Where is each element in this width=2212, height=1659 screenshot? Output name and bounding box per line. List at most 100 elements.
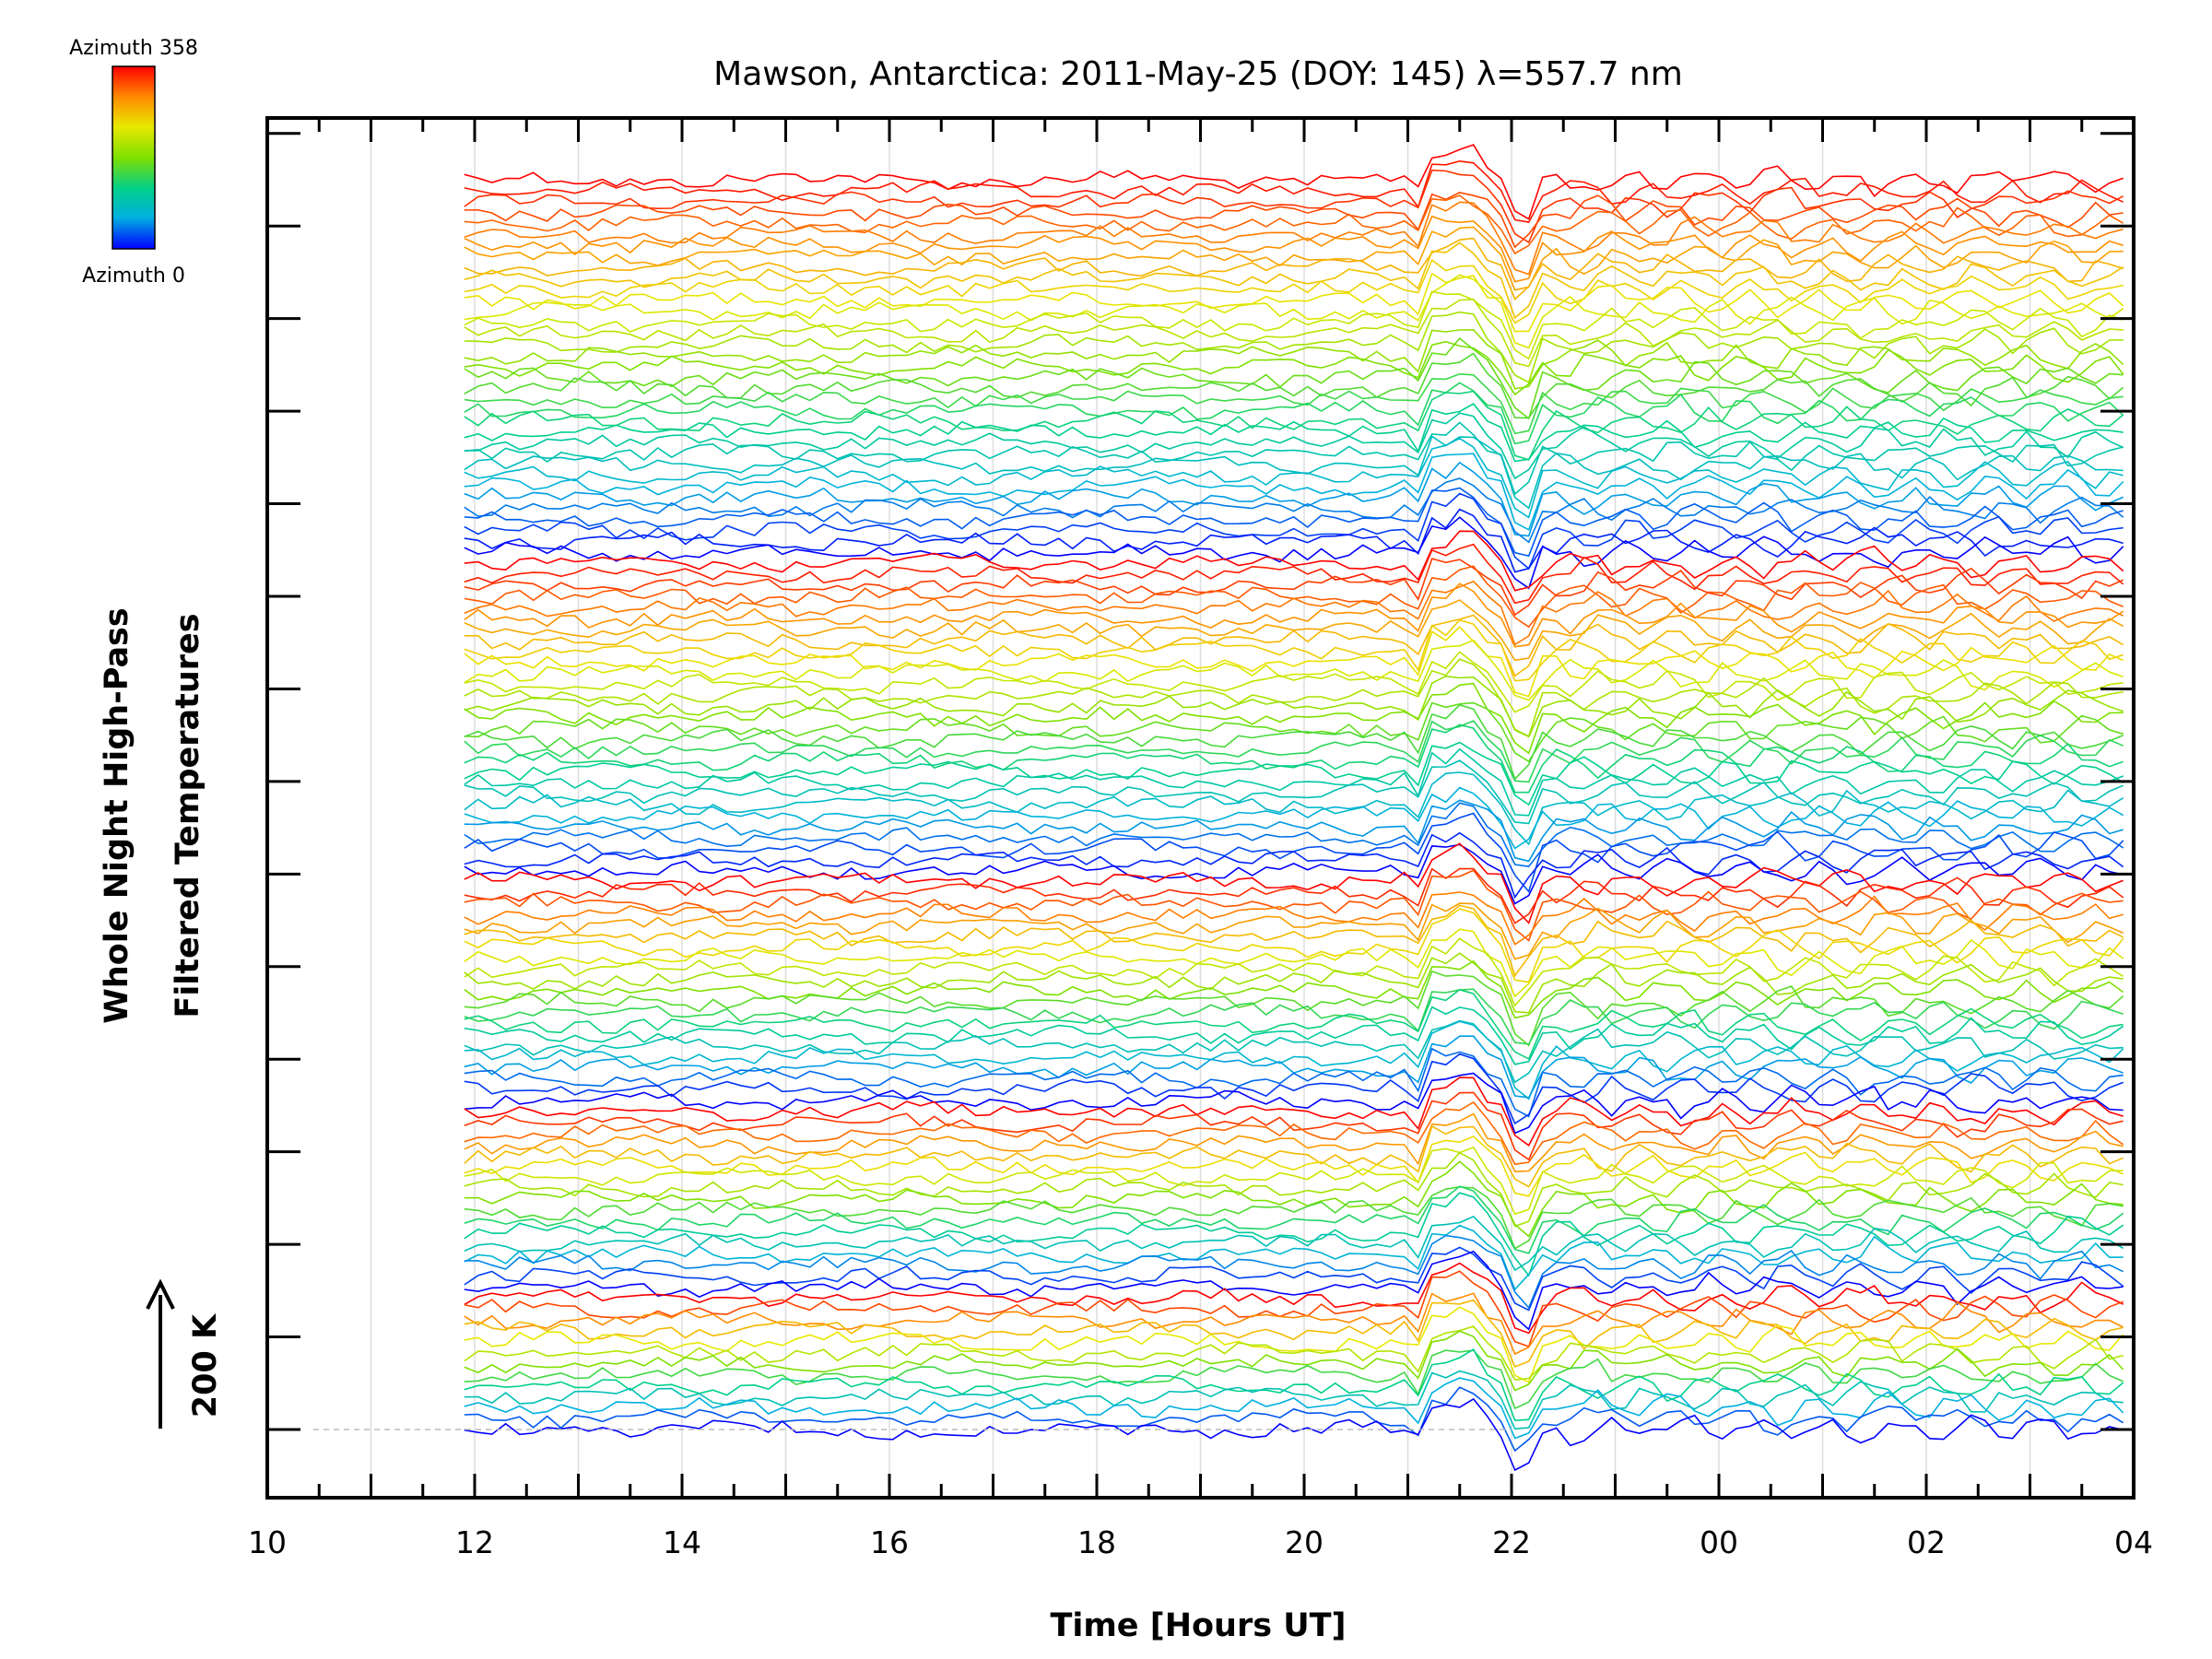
series-line <box>464 802 2124 867</box>
series-line <box>464 1151 2124 1228</box>
series-line <box>464 340 2124 396</box>
series-group <box>464 144 2124 1472</box>
series-line <box>464 215 2124 283</box>
series-line <box>464 530 2124 592</box>
series-line <box>464 1091 2124 1161</box>
series-line <box>464 290 2124 360</box>
series-line <box>464 1292 2124 1356</box>
colorbar <box>112 65 156 250</box>
series-line <box>464 582 2124 648</box>
series-line <box>464 1160 2124 1238</box>
series-line <box>464 421 2124 496</box>
series-line <box>464 741 2124 806</box>
series-line <box>464 908 2124 983</box>
series-line <box>464 435 2124 510</box>
series-line <box>464 1035 2124 1099</box>
series-line <box>464 1192 2124 1277</box>
series-line <box>464 372 2124 435</box>
series-line <box>464 799 2124 863</box>
series-line <box>464 952 2124 1014</box>
x-axis-title: Time [Hours UT] <box>1050 1607 1346 1644</box>
series-line <box>464 403 2124 463</box>
colorbar-bottom-label: Azimuth 0 <box>82 265 185 288</box>
series-line <box>464 274 2124 349</box>
series-line <box>464 437 2124 519</box>
series-line <box>464 226 2124 291</box>
x-tick-label: 12 <box>455 1524 494 1560</box>
scale-label: 200 K <box>187 1312 224 1418</box>
series-line <box>464 701 2124 763</box>
series-line <box>464 258 2124 324</box>
series-line <box>464 928 2124 998</box>
series-line <box>464 298 2124 368</box>
series-line <box>464 626 2124 698</box>
series-line <box>464 169 2124 244</box>
series-line <box>464 1077 2124 1147</box>
series-line <box>464 902 2124 960</box>
series-line <box>464 336 2124 420</box>
series-line <box>464 1224 2124 1291</box>
series-line <box>464 311 2124 383</box>
series-line <box>464 1146 2124 1216</box>
axis-ticks <box>265 118 2136 1498</box>
series-line <box>464 1377 2124 1440</box>
x-tick-label: 16 <box>870 1524 909 1560</box>
series-line <box>464 771 2124 846</box>
series-line <box>464 580 2124 646</box>
series-line <box>464 1370 2124 1430</box>
series-line <box>464 831 2124 900</box>
series-line <box>464 1262 2124 1335</box>
series-line <box>464 1053 2124 1125</box>
series-line <box>464 786 2124 850</box>
series-line <box>464 241 2124 320</box>
series-line <box>464 1185 2124 1250</box>
series-line <box>464 658 2124 738</box>
series-line <box>464 1386 2124 1453</box>
y-axis-title-line1: Whole Night High-Pass <box>99 607 135 1023</box>
series-line <box>464 970 2124 1047</box>
series-line <box>464 237 2124 300</box>
series-line <box>464 390 2124 461</box>
series-line <box>464 618 2124 682</box>
series-line <box>464 703 2124 781</box>
series-line <box>464 812 2124 894</box>
series-line <box>464 1019 2124 1084</box>
x-tick-label: 10 <box>248 1524 287 1560</box>
series-line <box>464 639 2124 701</box>
x-tick-label: 04 <box>2114 1524 2153 1560</box>
series-line <box>464 201 2124 276</box>
series-line <box>464 614 2124 677</box>
series-line <box>464 1112 2124 1173</box>
x-tick-label: 22 <box>1492 1524 1531 1560</box>
series-line <box>464 194 2124 255</box>
series-line <box>464 988 2124 1045</box>
series-line <box>464 328 2124 390</box>
series-line <box>464 759 2124 825</box>
series-line <box>464 508 2124 573</box>
series-line <box>464 492 2124 571</box>
series-line <box>464 867 2124 924</box>
series-line <box>464 988 2124 1061</box>
series-line <box>464 959 2124 1019</box>
series-line <box>464 1270 2124 1348</box>
series-line <box>464 724 2124 794</box>
series-line <box>464 1006 2124 1065</box>
series-line <box>464 843 2124 905</box>
x-tick-label: 18 <box>1077 1524 1116 1560</box>
series-line <box>464 1250 2124 1331</box>
series-line <box>464 904 2124 978</box>
series-line <box>464 1234 2124 1310</box>
series-line <box>464 747 2124 817</box>
series-line <box>464 461 2124 537</box>
series-line <box>464 1349 2124 1410</box>
series-line <box>464 1020 2124 1100</box>
series-line <box>464 1100 2124 1166</box>
series-line <box>464 720 2124 783</box>
series-line <box>464 477 2124 544</box>
series-line <box>464 842 2124 924</box>
series-line <box>464 1215 2124 1272</box>
series-line <box>464 1185 2124 1254</box>
series-line <box>464 144 2124 220</box>
series-line <box>464 1135 2124 1197</box>
